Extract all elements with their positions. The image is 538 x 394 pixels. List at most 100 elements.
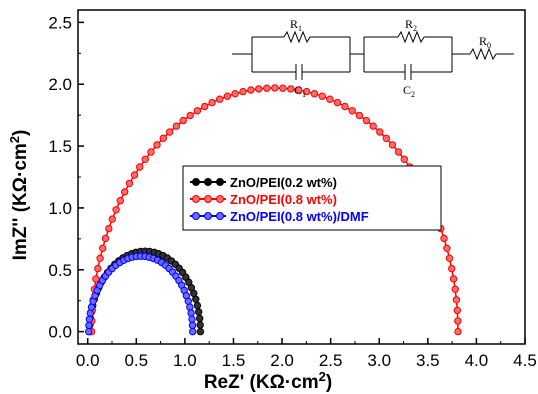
legend-label: ZnO/PEI(0.8 wt%) [230, 192, 337, 207]
data-point [112, 206, 120, 214]
r1-label: R1 [290, 17, 302, 33]
legend-marker [204, 195, 212, 203]
data-point [231, 90, 239, 98]
data-point [141, 155, 150, 164]
data-point [99, 244, 107, 253]
x-tick-label: 1.5 [222, 351, 246, 370]
y-tick-label: 0.5 [48, 261, 72, 280]
circuit-labels: R1 R2 R0 C1 C2 [290, 17, 491, 99]
data-point [443, 244, 451, 253]
data-point [193, 107, 202, 115]
x-tick-label: 4.5 [513, 351, 537, 370]
data-point [369, 122, 377, 130]
data-point [136, 163, 144, 171]
y-tick-label: 0.0 [48, 323, 72, 342]
data-point [448, 264, 456, 273]
data-point [362, 116, 371, 125]
legend-marker [216, 178, 224, 186]
legend-marker [192, 178, 200, 186]
data-point [86, 309, 95, 317]
legend-marker [216, 212, 224, 220]
legend-entry-1: ZnO/PEI(0.8 wt%) [190, 192, 337, 207]
data-point [159, 134, 168, 143]
data-point [454, 317, 462, 325]
data-point [85, 327, 93, 336]
data-point [187, 309, 195, 317]
y-tick-label: 1.5 [48, 137, 72, 156]
data-point [186, 303, 194, 311]
data-point [193, 301, 202, 310]
data-point [452, 296, 461, 304]
x-tick-label: 3.5 [416, 351, 440, 370]
data-point [333, 98, 342, 107]
data-point [216, 95, 224, 103]
data-points [85, 84, 462, 336]
x-tick-label: 2.0 [270, 351, 294, 370]
data-point [302, 87, 311, 96]
data-point [201, 102, 209, 111]
data-point [196, 314, 204, 323]
data-point [382, 134, 390, 143]
r0-label: R0 [479, 34, 491, 50]
data-point [192, 295, 200, 303]
data-point [318, 92, 326, 100]
data-point [287, 85, 295, 93]
data-point [92, 275, 100, 283]
y-tick-label: 2.0 [48, 75, 72, 94]
x-tick-label: 3.0 [367, 351, 391, 370]
legend-marker [192, 212, 200, 220]
data-point [453, 306, 461, 315]
data-point [326, 95, 334, 103]
data-point [449, 275, 458, 283]
data-point [263, 84, 271, 92]
data-point [376, 128, 384, 136]
data-point [271, 84, 279, 92]
resistor-r1 [283, 30, 311, 44]
legend-label: ZnO/PEI(0.8 wt%)/DMF [230, 209, 369, 224]
data-point [341, 102, 349, 111]
data-point [166, 128, 174, 136]
data-point [355, 111, 364, 120]
equivalent-circuit [232, 30, 514, 80]
data-point [172, 122, 181, 130]
data-point [310, 90, 319, 98]
data-point [195, 308, 203, 316]
data-point [196, 321, 204, 329]
legend: ZnO/PEI(0.2 wt%) ZnO/PEI(0.8 wt%) ZnO/PE… [182, 165, 442, 231]
data-point [394, 148, 403, 156]
data-point [186, 111, 194, 120]
x-tick-label: 2.5 [319, 351, 343, 370]
data-point [239, 87, 247, 96]
data-point [108, 215, 117, 223]
x-tick-label: 1.0 [173, 351, 197, 370]
data-point [125, 179, 134, 188]
data-point [153, 141, 161, 149]
x-tick-label: 0.0 [76, 351, 100, 370]
data-point [121, 188, 129, 196]
c1-label: C1 [294, 83, 306, 99]
data-point [295, 86, 303, 94]
data-point [400, 155, 408, 164]
data-point [440, 234, 448, 243]
data-point [130, 171, 139, 179]
data-point [388, 141, 397, 149]
data-point [348, 107, 356, 115]
data-point [445, 254, 454, 262]
data-point [179, 116, 187, 125]
resistor-r2 [397, 30, 425, 44]
data-point [196, 327, 205, 336]
x-axis-title: ReZ' (KΩ·cm2) [204, 369, 332, 393]
legend-label: ZnO/PEI(0.2 wt%) [230, 175, 337, 190]
r2-label: R2 [405, 17, 417, 33]
legend-marker [192, 195, 200, 203]
data-point [188, 315, 196, 323]
y-axis-title: ImZ'' (KΩ·cm2) [7, 130, 31, 261]
y-tick-label: 1.0 [48, 199, 72, 218]
data-point [189, 327, 197, 336]
data-point [101, 234, 110, 243]
data-point [451, 285, 459, 293]
x-tick-label: 0.5 [124, 351, 148, 370]
data-point [279, 84, 287, 92]
data-point [255, 85, 263, 93]
